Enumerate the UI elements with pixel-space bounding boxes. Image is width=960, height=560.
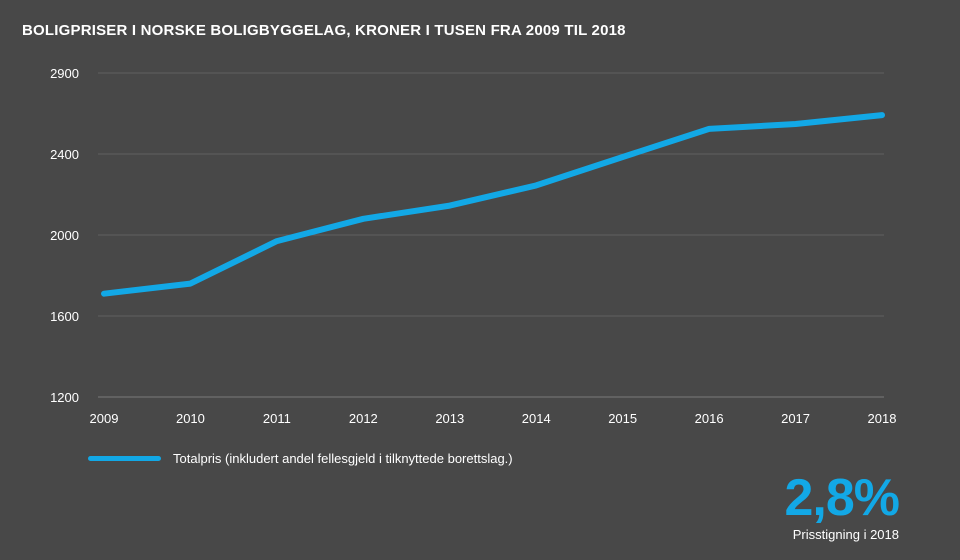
y-axis-ticks: 1200 1600 2000 2400 2900: [50, 66, 79, 405]
y-tick-label: 2000: [50, 228, 79, 243]
series-line: [101, 112, 885, 297]
kpi-label: Prisstigning i 2018: [792, 527, 899, 542]
y-tick-label: 1600: [50, 309, 79, 324]
x-tick-label: 2017: [781, 411, 810, 426]
x-axis-ticks: 2009 2010 2011 2012 2013 2014 2015 2016 2017 2018: [90, 411, 897, 426]
chart-title: BOLIGPRISER I NORSKE BOLIGBYGGELAG, KRON…: [22, 22, 626, 39]
line-chart: 1200 1600 2000 2400 2900 2009 2010 2011 2012 201…: [50, 66, 897, 426]
legend-label: Totalpris (inkludert andel fellesgjeld i…: [173, 451, 513, 466]
series-lines: [101, 112, 885, 297]
x-tick-label: 2014: [522, 411, 551, 426]
kpi-box: 2,8% Prisstigning i 2018: [784, 469, 900, 542]
legend-swatch: [88, 456, 161, 461]
x-tick-label: 2010: [176, 411, 205, 426]
legend: Totalpris (inkludert andel fellesgjeld i…: [88, 451, 513, 466]
gridlines: [98, 72, 884, 398]
x-tick-label: 2012: [349, 411, 378, 426]
x-tick-label: 2016: [695, 411, 724, 426]
y-tick-label: 1200: [50, 390, 79, 405]
y-tick-label: 2900: [50, 66, 79, 81]
x-tick-label: 2013: [435, 411, 464, 426]
kpi-value: 2,8%: [784, 469, 900, 527]
y-tick-label: 2400: [50, 147, 79, 162]
x-tick-label: 2011: [263, 411, 291, 426]
x-tick-label: 2018: [868, 411, 897, 426]
x-tick-label: 2015: [608, 411, 637, 426]
x-tick-label: 2009: [90, 411, 119, 426]
